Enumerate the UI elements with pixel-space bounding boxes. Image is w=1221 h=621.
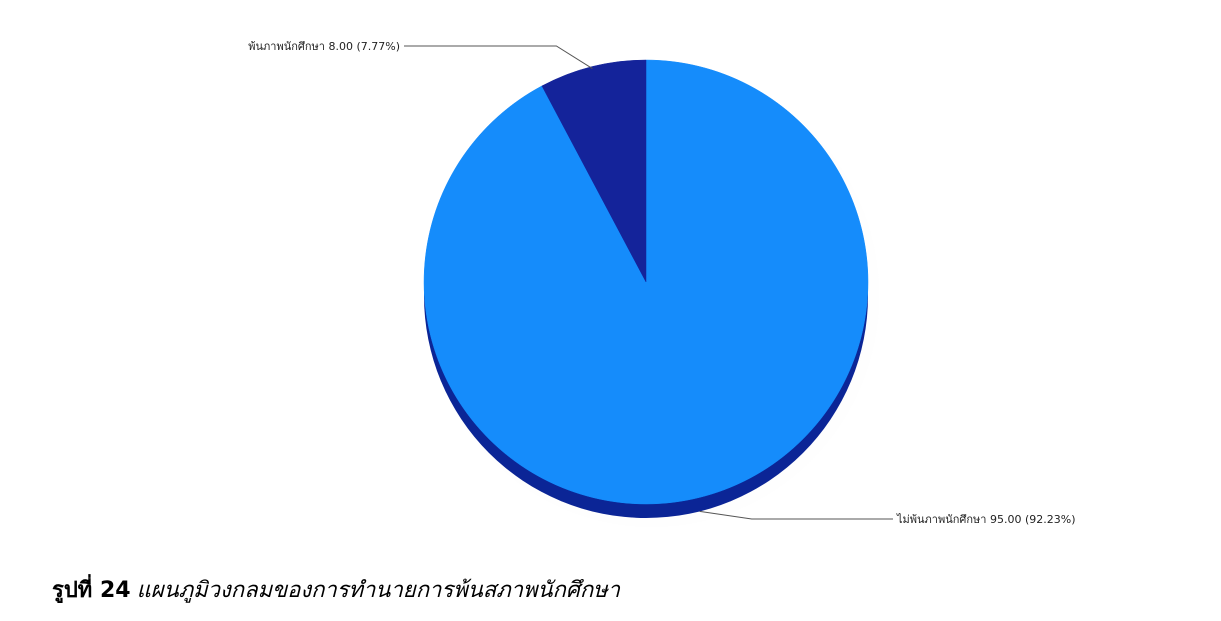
pie-labels: พ้นภาพนักศึกษา 8.00 (7.77%) ไม่พ้นภาพนักศ… bbox=[248, 40, 1075, 526]
pie-slice bbox=[541, 59, 647, 283]
leader-line-small-slice bbox=[404, 45, 593, 69]
figure-number: รูปที่ 24 bbox=[52, 578, 131, 603]
pie-chart-svg: พ้นภาพนักศึกษา 8.00 (7.77%) ไม่พ้นภาพนักศ… bbox=[248, 40, 1076, 532]
figure-title: แผนภูมิวงกลมของการทำนายการพ้นสภาพนักศึกษ… bbox=[136, 578, 621, 603]
pie-slices bbox=[423, 59, 869, 505]
slice-label-large: ไม่พ้นภาพนักศึกษา 95.00 (92.23%) bbox=[896, 513, 1076, 526]
pie-leader-lines bbox=[404, 45, 893, 520]
figure-caption: รูปที่ 24 แผนภูมิวงกลมของการทำนายการพ้นสภ… bbox=[52, 572, 620, 607]
slice-label-small: พ้นภาพนักศึกษา 8.00 (7.77%) bbox=[248, 40, 400, 53]
pie-chart: พ้นภาพนักศึกษา 8.00 (7.77%) ไม่พ้นภาพนักศ… bbox=[248, 40, 1076, 532]
leader-line-large-slice bbox=[699, 510, 893, 520]
